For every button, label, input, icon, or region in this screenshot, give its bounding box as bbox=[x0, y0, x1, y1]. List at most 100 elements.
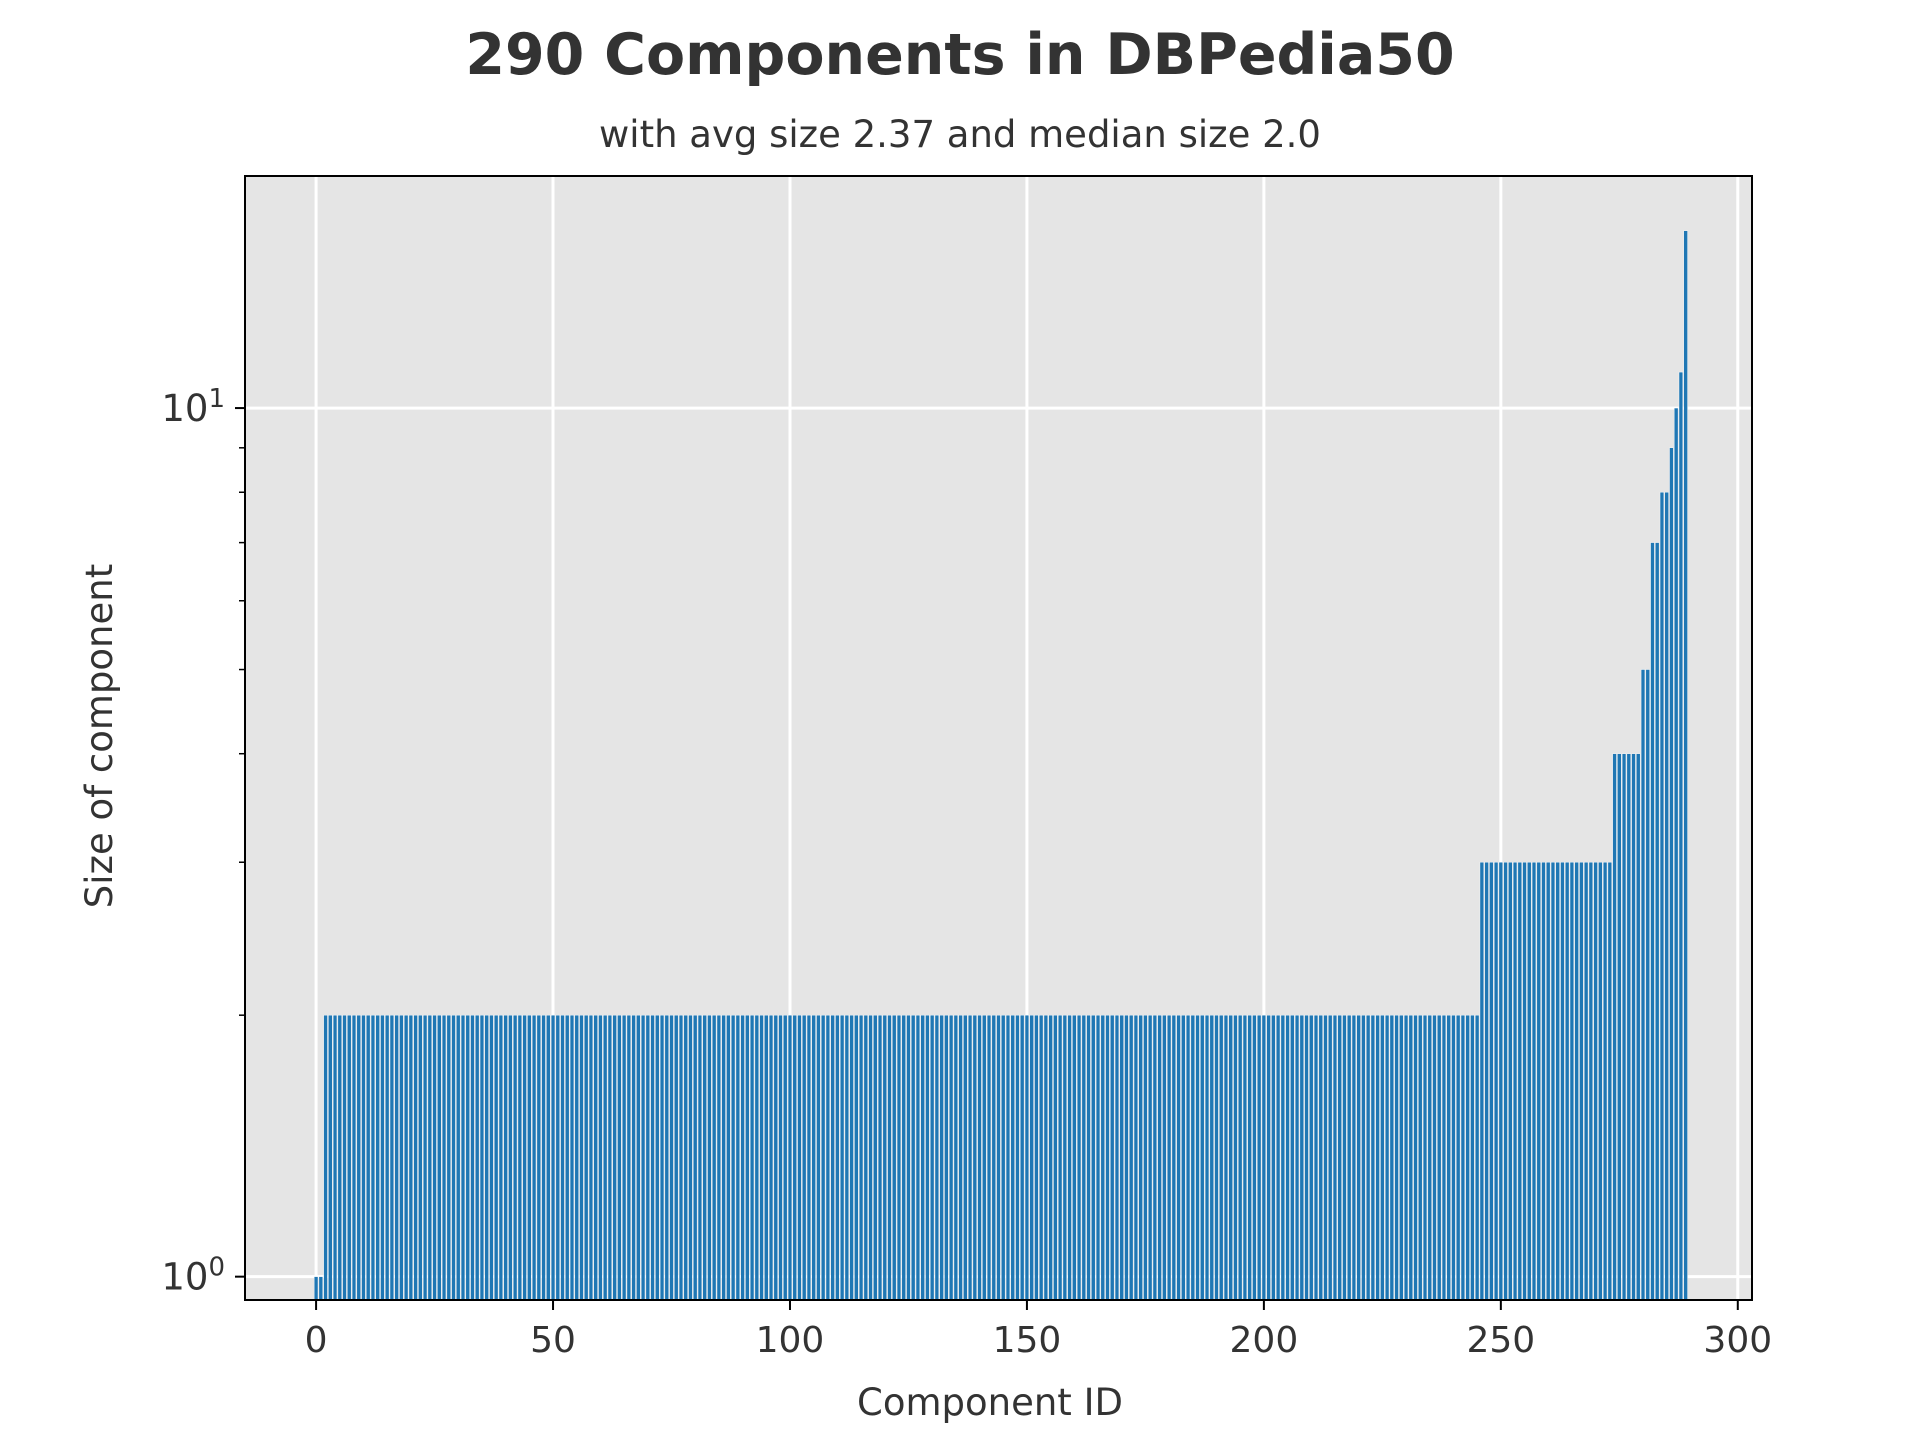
bar bbox=[617, 1014, 622, 1301]
bar bbox=[1517, 862, 1522, 1301]
bar bbox=[1512, 862, 1518, 1301]
bar bbox=[1091, 1014, 1096, 1301]
bar bbox=[593, 1014, 598, 1301]
x-tick-label: 50 bbox=[530, 1320, 576, 1361]
bar bbox=[494, 1014, 499, 1301]
bar bbox=[1664, 492, 1669, 1301]
bar bbox=[1422, 1014, 1428, 1301]
bar bbox=[1347, 1014, 1352, 1301]
bar bbox=[783, 1014, 788, 1301]
bar bbox=[1460, 1014, 1466, 1301]
bar bbox=[1204, 1014, 1210, 1301]
bar bbox=[1081, 1014, 1086, 1301]
bar bbox=[778, 1014, 783, 1301]
bar bbox=[712, 1014, 717, 1301]
bar bbox=[1072, 1014, 1077, 1301]
y-tick-label: 100 bbox=[161, 1253, 225, 1299]
bar bbox=[399, 1014, 404, 1301]
bar bbox=[982, 1014, 987, 1301]
bar bbox=[1223, 1014, 1229, 1301]
bar bbox=[622, 1014, 627, 1301]
bar bbox=[835, 1014, 840, 1301]
bar bbox=[773, 1014, 778, 1301]
bar bbox=[1029, 1014, 1034, 1301]
bar bbox=[1148, 1014, 1153, 1301]
bar bbox=[607, 1014, 612, 1301]
bar bbox=[1124, 1014, 1129, 1301]
bar bbox=[347, 1014, 352, 1301]
bar bbox=[802, 1014, 807, 1301]
bar bbox=[351, 1014, 357, 1301]
bar bbox=[754, 1014, 759, 1301]
bar bbox=[475, 1014, 480, 1301]
bar bbox=[546, 1014, 551, 1301]
bar bbox=[408, 1014, 413, 1301]
bar bbox=[930, 1014, 935, 1301]
bar bbox=[1370, 1014, 1375, 1301]
x-axis-label: Component ID bbox=[857, 1381, 1123, 1424]
bar bbox=[1214, 1014, 1219, 1301]
bar bbox=[1375, 1014, 1380, 1301]
bar bbox=[1110, 1014, 1115, 1301]
bar bbox=[1195, 1014, 1200, 1301]
bar bbox=[1304, 1014, 1309, 1301]
bar bbox=[1309, 1014, 1314, 1301]
bar bbox=[1669, 447, 1674, 1301]
bar bbox=[584, 1014, 589, 1301]
bar bbox=[1024, 1014, 1030, 1301]
bar bbox=[1403, 1014, 1409, 1301]
bar bbox=[361, 1014, 366, 1301]
bar bbox=[441, 1014, 447, 1301]
bar bbox=[1167, 1014, 1172, 1301]
y-axis-label: Size of component bbox=[78, 564, 121, 908]
bar bbox=[854, 1014, 859, 1301]
bar bbox=[1465, 1014, 1470, 1301]
x-tick-label: 100 bbox=[756, 1320, 825, 1361]
bar bbox=[1185, 1014, 1191, 1301]
bar bbox=[1385, 1014, 1390, 1301]
bar bbox=[1555, 862, 1560, 1301]
bar bbox=[1062, 1014, 1067, 1301]
bar bbox=[489, 1014, 494, 1301]
bar bbox=[574, 1014, 579, 1301]
bar bbox=[844, 1014, 849, 1301]
bar bbox=[527, 1014, 532, 1301]
bar bbox=[337, 1014, 342, 1301]
bar bbox=[1190, 1014, 1195, 1301]
x-tick-label: 0 bbox=[305, 1320, 328, 1361]
bar bbox=[963, 1014, 968, 1301]
bar bbox=[764, 1014, 769, 1301]
bar bbox=[598, 1014, 603, 1301]
bar bbox=[1546, 862, 1551, 1301]
bar bbox=[939, 1014, 944, 1301]
bar bbox=[1493, 862, 1499, 1301]
bar bbox=[797, 1014, 802, 1301]
bar bbox=[740, 1014, 745, 1301]
bar bbox=[1105, 1014, 1110, 1301]
bar bbox=[806, 1014, 812, 1301]
bar bbox=[707, 1014, 712, 1301]
bar bbox=[892, 1014, 897, 1301]
bar bbox=[1356, 1014, 1361, 1301]
bar bbox=[413, 1014, 418, 1301]
bar bbox=[318, 1276, 323, 1301]
bar bbox=[323, 1014, 328, 1301]
bar bbox=[1162, 1014, 1167, 1301]
bar bbox=[1640, 669, 1646, 1301]
bar bbox=[669, 1014, 674, 1301]
x-tick-label: 200 bbox=[1230, 1320, 1299, 1361]
bar bbox=[688, 1014, 693, 1301]
bar bbox=[977, 1014, 982, 1301]
bar bbox=[1607, 862, 1612, 1301]
bar bbox=[825, 1014, 830, 1301]
bar bbox=[1285, 1014, 1290, 1301]
bar bbox=[996, 1014, 1001, 1301]
bar bbox=[1015, 1014, 1020, 1301]
bar bbox=[1100, 1014, 1105, 1301]
bar bbox=[380, 1014, 385, 1301]
bar bbox=[1636, 753, 1641, 1301]
bar bbox=[991, 1014, 996, 1301]
bar bbox=[1579, 862, 1584, 1301]
bar bbox=[887, 1014, 892, 1301]
chart-title: 290 Components in DBPedia50 bbox=[465, 22, 1455, 88]
